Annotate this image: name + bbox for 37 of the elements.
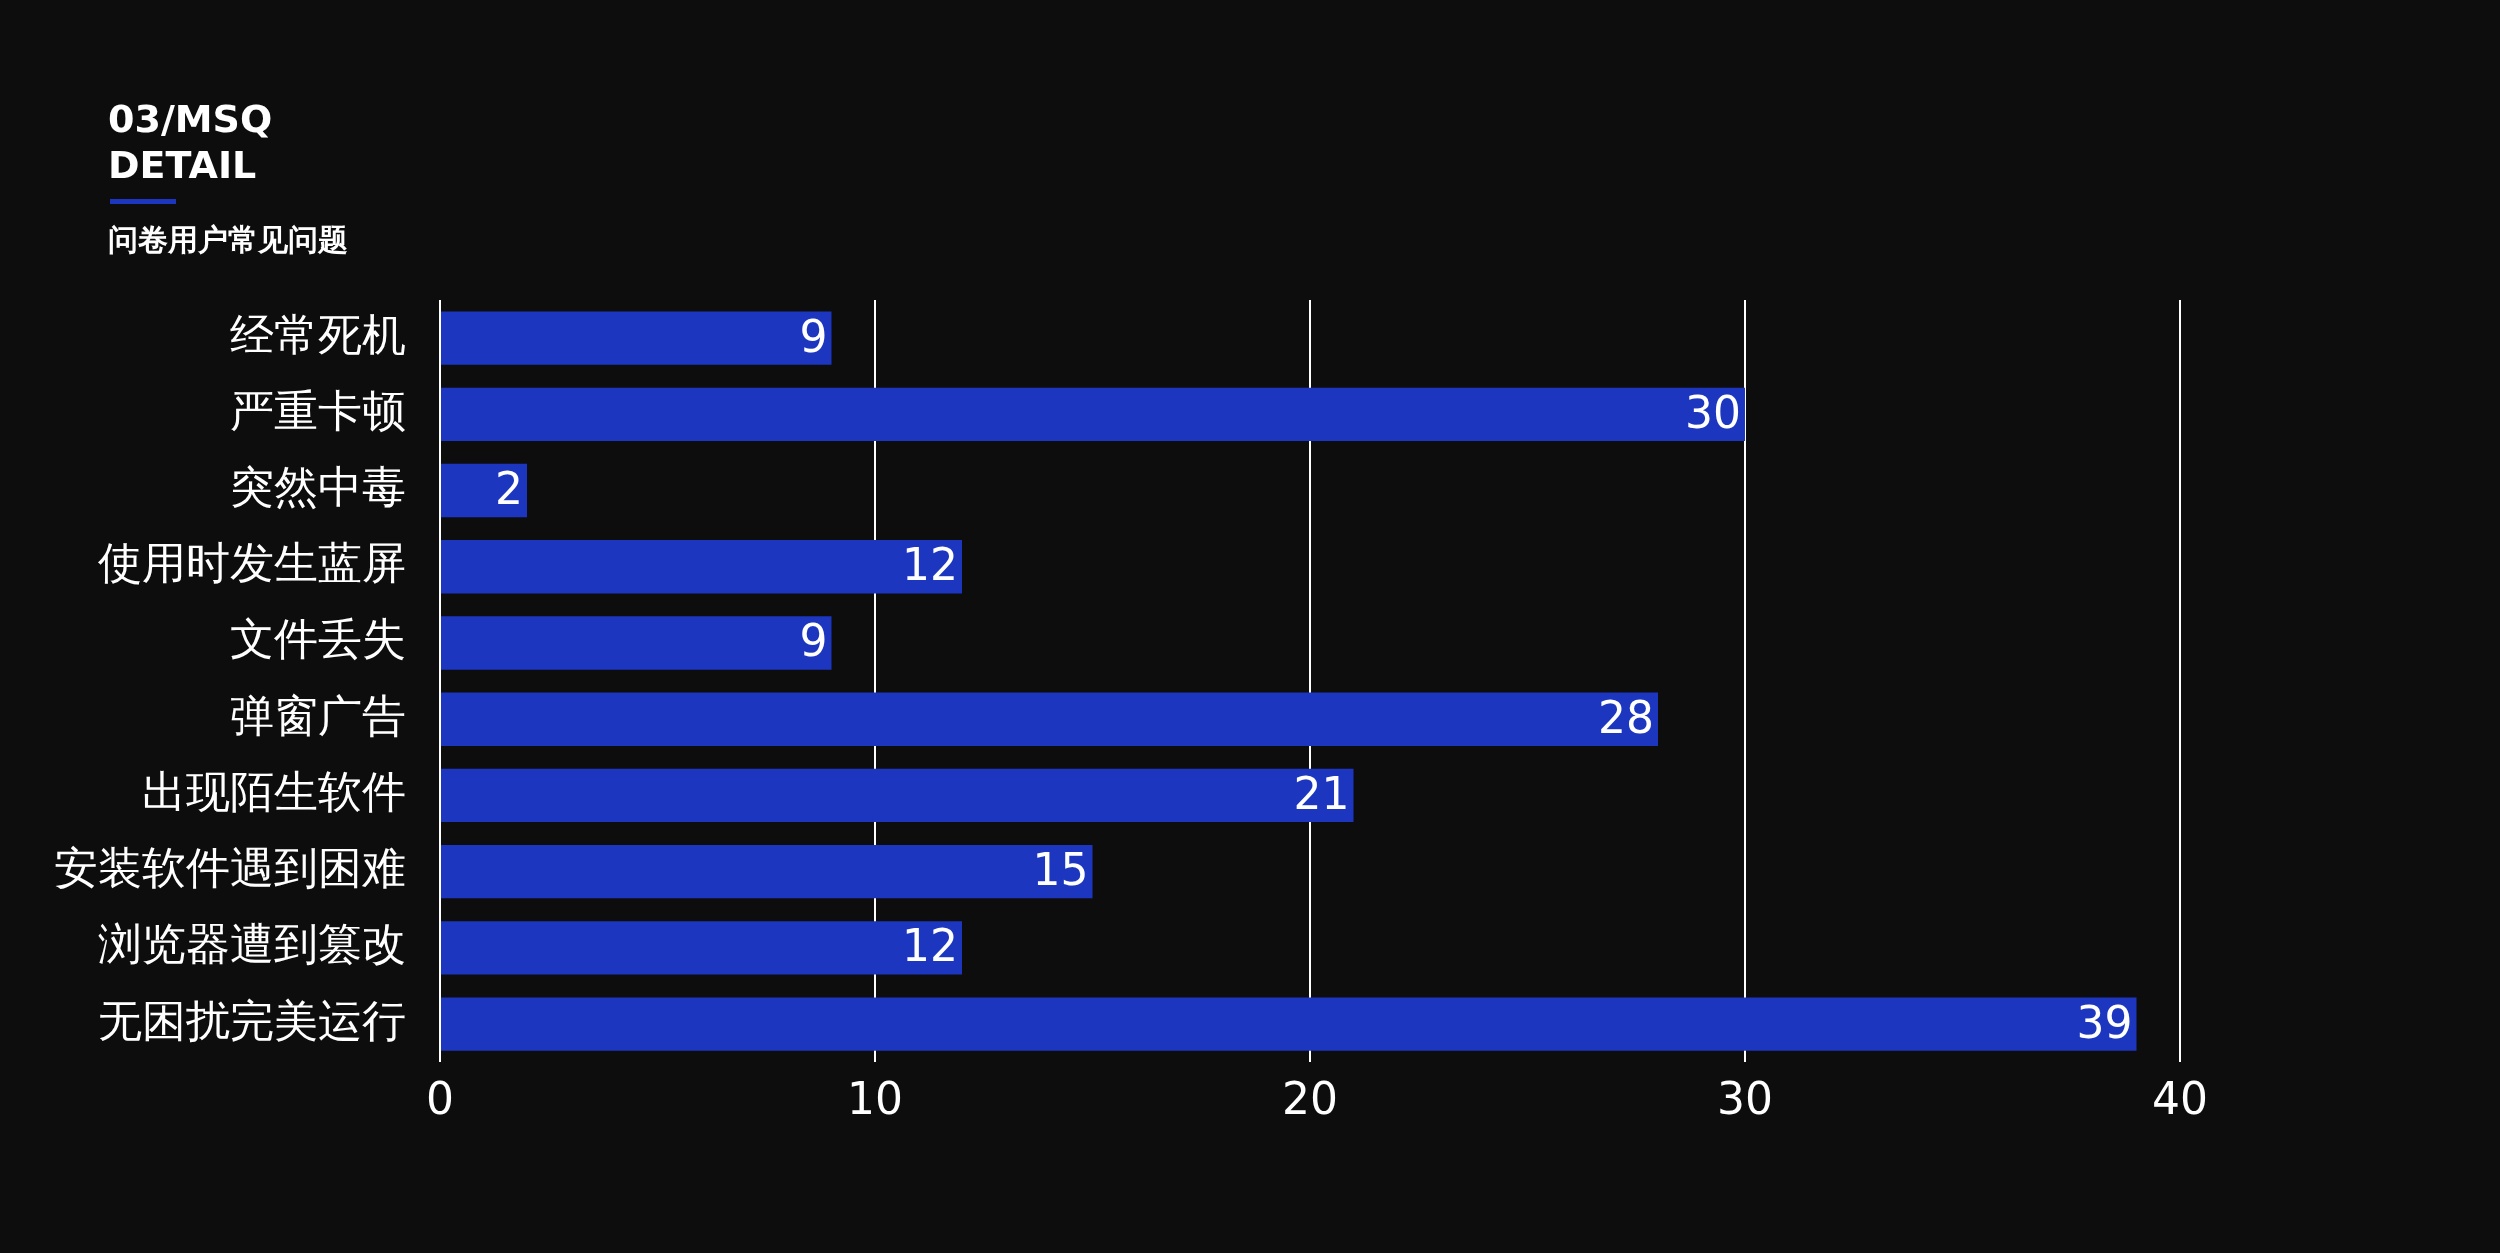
y-tick-label: 浏览器遭到篡改 <box>98 918 406 970</box>
data-label: 9 <box>799 615 828 667</box>
bar <box>441 997 2137 1051</box>
bar <box>441 387 1745 442</box>
bar <box>441 768 1354 823</box>
bar <box>441 692 1658 746</box>
data-label: 9 <box>799 310 828 362</box>
x-tick-label: 20 <box>1282 1073 1338 1125</box>
y-tick-label: 出现陌生软件 <box>142 765 406 817</box>
x-tick-label: 30 <box>1717 1073 1773 1125</box>
x-tick-label: 40 <box>2152 1073 2208 1125</box>
data-label: 2 <box>495 462 523 514</box>
data-label: 15 <box>1032 844 1089 896</box>
bar <box>441 921 962 975</box>
y-tick-label: 严重卡顿 <box>230 384 406 436</box>
chart-subtitle: 问卷用户常见问题 <box>108 221 348 259</box>
y-tick-label: 安装软件遇到困难 <box>54 842 406 894</box>
x-tick-label: 10 <box>847 1073 903 1125</box>
data-label: 21 <box>1293 767 1350 819</box>
x-tick-label: 0 <box>426 1073 454 1125</box>
y-tick-label: 使用时发生蓝屏 <box>98 537 406 589</box>
y-tick-label: 弹窗广告 <box>230 689 406 741</box>
data-label: 30 <box>1685 386 1741 438</box>
chart-title: 03/MSQ DETAIL <box>108 96 273 188</box>
data-label: 39 <box>2076 996 2133 1048</box>
bar <box>441 311 832 365</box>
bar <box>441 540 962 594</box>
y-tick-label: 文件丢失 <box>230 613 406 665</box>
bar <box>441 616 832 670</box>
data-label: 12 <box>902 539 958 591</box>
bar <box>441 844 1093 899</box>
y-tick-label: 经常死机 <box>230 308 406 360</box>
y-tick-label: 突然中毒 <box>230 460 406 512</box>
data-label: 12 <box>902 920 958 972</box>
y-tick-label: 无困扰完美运行 <box>98 994 406 1046</box>
data-label: 28 <box>1598 691 1654 743</box>
bar <box>441 463 527 518</box>
